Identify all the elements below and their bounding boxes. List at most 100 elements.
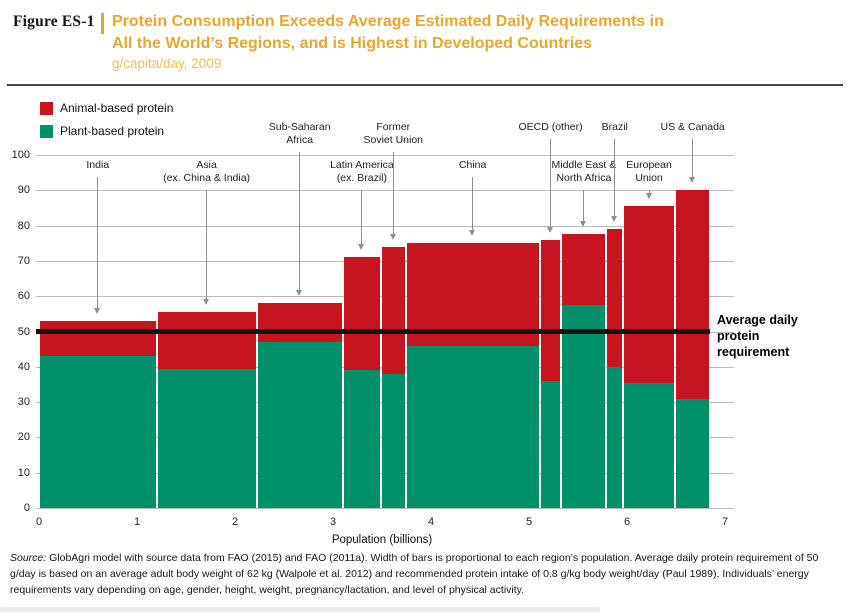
region-label-brazil: Brazil [601,121,628,133]
y-tick-label-50: 50 [17,325,30,338]
bar-asia-ex-china-india-plant-segment [157,368,256,508]
x-tick-label-1: 1 [133,516,141,528]
bar-us-canada-plant-segment [676,398,710,508]
region-label-latin-america-ex-brazil: Latin America (ex. Brazil) [330,159,394,184]
bar-latin-america-ex-brazil [343,257,381,508]
region-label-european-union: European Union [626,159,672,184]
region-arrow-us-canada [692,139,694,178]
legend-item-animal: Animal-based protein [40,101,173,115]
x-tick-label-4: 4 [427,516,435,528]
x-tick-label-7: 7 [721,516,729,528]
region-arrow-india [97,177,99,308]
source-note-text: GlobAgri model with source data from FAO… [10,552,819,596]
y-tick-label-100: 100 [11,149,30,161]
region-arrowhead-china [469,230,476,237]
region-arrow-asia-ex-china-india [206,190,208,300]
bar-india-plant-segment [40,356,156,508]
figure-title-line-2: All the World’s Regions, and is Highest … [112,35,593,52]
bar-sub-saharan-africa-plant-segment [257,342,342,508]
bar-china-animal-segment [406,243,539,346]
legend-label-plant: Plant-based protein [60,124,165,138]
gridline-90 [36,190,734,192]
horizontal-scrollbar-thumb[interactable] [0,607,600,612]
region-label-us-canada: US & Canada [660,121,725,133]
region-arrow-china [472,177,474,231]
region-arrowhead-european-union [645,193,652,200]
bar-oecd-other [540,239,561,508]
bar-us-canada [676,190,710,508]
x-axis-title: Population (billions) [331,534,433,546]
y-tick-label-40: 40 [17,360,30,373]
source-note-prefix: Source: [10,552,47,564]
bar-sub-saharan-africa-animal-segment [257,303,342,343]
bar-brazil-animal-segment [607,229,623,367]
bar-india-animal-segment [40,320,156,357]
legend-label-animal: Animal-based protein [60,101,174,115]
region-arrow-european-union [648,190,650,194]
bar-brazil [607,229,623,508]
gridline-100 [36,155,734,156]
bar-china [406,243,539,508]
bar-oecd-other-animal-segment [540,239,561,381]
region-label-sub-saharan-africa: Sub-Saharan Africa [268,121,331,146]
bar-former-soviet-union [382,246,405,508]
bar-india [40,320,156,508]
y-tick-label-20: 20 [17,431,30,444]
region-label-china: China [458,159,487,171]
y-tick-label-0: 0 [23,502,30,514]
bar-sub-saharan-africa [257,303,342,508]
figure-title-line-1: Protein Consumption Exceeds Average Esti… [112,13,664,30]
y-tick-label-10: 10 [17,466,30,479]
y-tick-label-90: 90 [17,184,30,197]
region-label-oecd-other: OECD (other) [518,121,583,133]
figure-subtitle: g/capita/day, 2009 [112,56,222,71]
bar-european-union [624,206,675,508]
animal-protein-swatch-icon [40,101,53,115]
region-arrow-sub-saharan-africa [299,152,301,291]
bar-asia-ex-china-india [157,312,256,508]
y-tick-label-30: 30 [17,396,30,409]
x-tick-label-5: 5 [525,516,533,528]
bar-brazil-plant-segment [607,366,623,508]
gridline-0 [36,508,734,509]
bar-middle-east-north-africa-plant-segment [562,305,606,508]
x-tick-label-0: 0 [35,516,43,528]
bar-asia-ex-china-india-animal-segment [157,312,256,369]
region-label-asia-ex-china-india: Asia (ex. China & India) [163,159,251,184]
bar-oecd-other-plant-segment [540,380,561,508]
bar-former-soviet-union-animal-segment [382,246,405,374]
plant-protein-swatch-icon [40,124,53,138]
bar-china-plant-segment [406,345,539,508]
region-arrow-latin-america-ex-brazil [361,190,363,245]
y-tick-label-60: 60 [17,290,30,303]
bar-european-union-plant-segment [624,382,675,508]
source-note: Source: GlobAgri model with source data … [10,551,843,598]
region-arrowhead-latin-america-ex-brazil [358,244,365,251]
bar-latin-america-ex-brazil-plant-segment [343,370,381,508]
region-arrow-middle-east-north-africa [583,190,585,222]
reference-line-label: Average daily protein requirement [717,313,798,359]
y-tick-label-80: 80 [17,219,30,232]
bar-latin-america-ex-brazil-animal-segment [343,257,381,371]
bar-european-union-animal-segment [624,206,675,383]
figure-label: Figure ES-1 [13,13,95,30]
region-arrowhead-us-canada [689,177,696,184]
region-arrowhead-sub-saharan-africa [296,290,303,297]
region-label-india: India [86,159,110,171]
figure-title: Protein Consumption Exceeds Average Esti… [112,11,664,55]
region-label-middle-east-north-africa: Middle East & North Africa [551,159,617,184]
bar-middle-east-north-africa-animal-segment [562,234,606,306]
region-arrow-former-soviet-union [392,152,394,234]
region-arrowhead-brazil [611,216,618,223]
x-tick-label-2: 2 [231,516,239,528]
header-divider [101,13,104,34]
region-arrow-brazil [614,139,616,217]
reference-line [36,329,711,334]
legend: Animal-based protein Plant-based protein [40,101,173,138]
y-tick-label-70: 70 [17,254,30,267]
header-rule [7,84,843,86]
region-label-former-soviet-union: Former Soviet Union [363,121,424,146]
legend-item-plant: Plant-based protein [40,124,173,138]
